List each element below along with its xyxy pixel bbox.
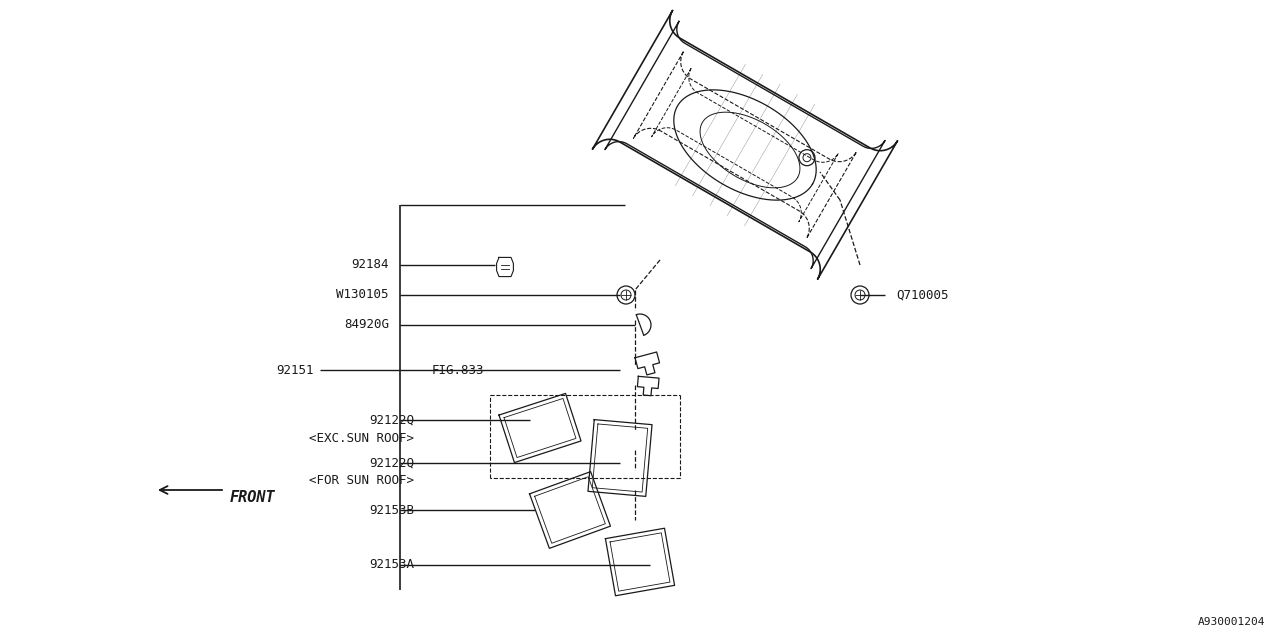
Text: 92122Q: 92122Q (369, 413, 413, 426)
Text: 92122Q: 92122Q (369, 456, 413, 470)
Text: FRONT: FRONT (230, 490, 275, 504)
Text: 92153B: 92153B (369, 504, 413, 516)
Text: W130105: W130105 (337, 289, 389, 301)
Text: <FOR SUN ROOF>: <FOR SUN ROOF> (308, 474, 413, 486)
Text: 84920G: 84920G (344, 319, 389, 332)
Text: 92151: 92151 (276, 364, 314, 376)
Text: 92153A: 92153A (369, 559, 413, 572)
Text: Q710005: Q710005 (896, 289, 948, 301)
Text: <EXC.SUN ROOF>: <EXC.SUN ROOF> (308, 431, 413, 445)
Text: 92184: 92184 (352, 259, 389, 271)
Text: FIG.833: FIG.833 (431, 364, 484, 376)
Text: A930001204: A930001204 (1198, 617, 1265, 627)
